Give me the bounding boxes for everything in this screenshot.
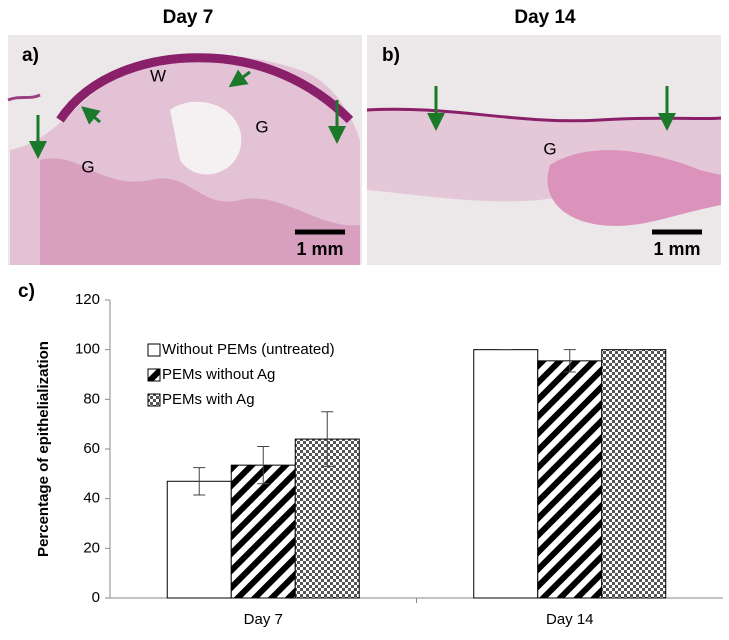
histology-image-a — [7, 35, 362, 265]
legend-swatch — [147, 368, 161, 382]
y-tick-label: 100 — [75, 341, 100, 358]
legend-swatch — [147, 393, 161, 407]
x-tick-label: Day 14 — [546, 611, 594, 628]
bar — [230, 464, 296, 599]
legend-label: PEMs without Ag — [162, 366, 275, 383]
arrows — [427, 86, 676, 131]
y-tick-label: 0 — [92, 589, 100, 606]
x-tick-label: Day 7 — [244, 611, 283, 628]
legend-label: PEMs with Ag — [162, 391, 255, 408]
annotation: G — [543, 139, 556, 158]
arrows — [29, 69, 346, 159]
annotation: W — [150, 66, 166, 85]
histology-image-b — [366, 35, 722, 265]
panel-header: Day 7 — [163, 7, 214, 28]
panel-label: c) — [18, 281, 35, 302]
y-tick-label: 60 — [83, 440, 100, 457]
scale-label: 1 mm — [296, 239, 343, 259]
panel-label: a) — [22, 45, 39, 66]
panel-label: b) — [382, 45, 400, 66]
panel-header: Day 14 — [514, 7, 576, 28]
error-bar — [563, 349, 576, 373]
y-tick-label: 80 — [83, 390, 100, 407]
legend-swatch — [147, 343, 161, 357]
annotation: G — [255, 117, 268, 136]
error-bar — [257, 446, 270, 485]
bar — [601, 349, 667, 599]
y-tick-label: 120 — [75, 291, 100, 308]
annotation: G — [81, 157, 94, 176]
y-axis-label: Percentage of epithelialization — [35, 341, 52, 557]
scale-label: 1 mm — [653, 239, 700, 259]
y-tick-label: 20 — [83, 539, 100, 556]
bar — [473, 349, 539, 599]
bar-chart: 0 20 40 60 80 100 120 Day 7 Day 14 Without PEMs (… — [75, 291, 723, 628]
error-bar — [193, 467, 206, 496]
y-tick-label: 40 — [83, 490, 100, 507]
legend-label: Without PEMs (untreated) — [162, 341, 335, 358]
error-bar — [321, 411, 334, 467]
bar — [537, 360, 603, 599]
bar — [166, 480, 232, 599]
